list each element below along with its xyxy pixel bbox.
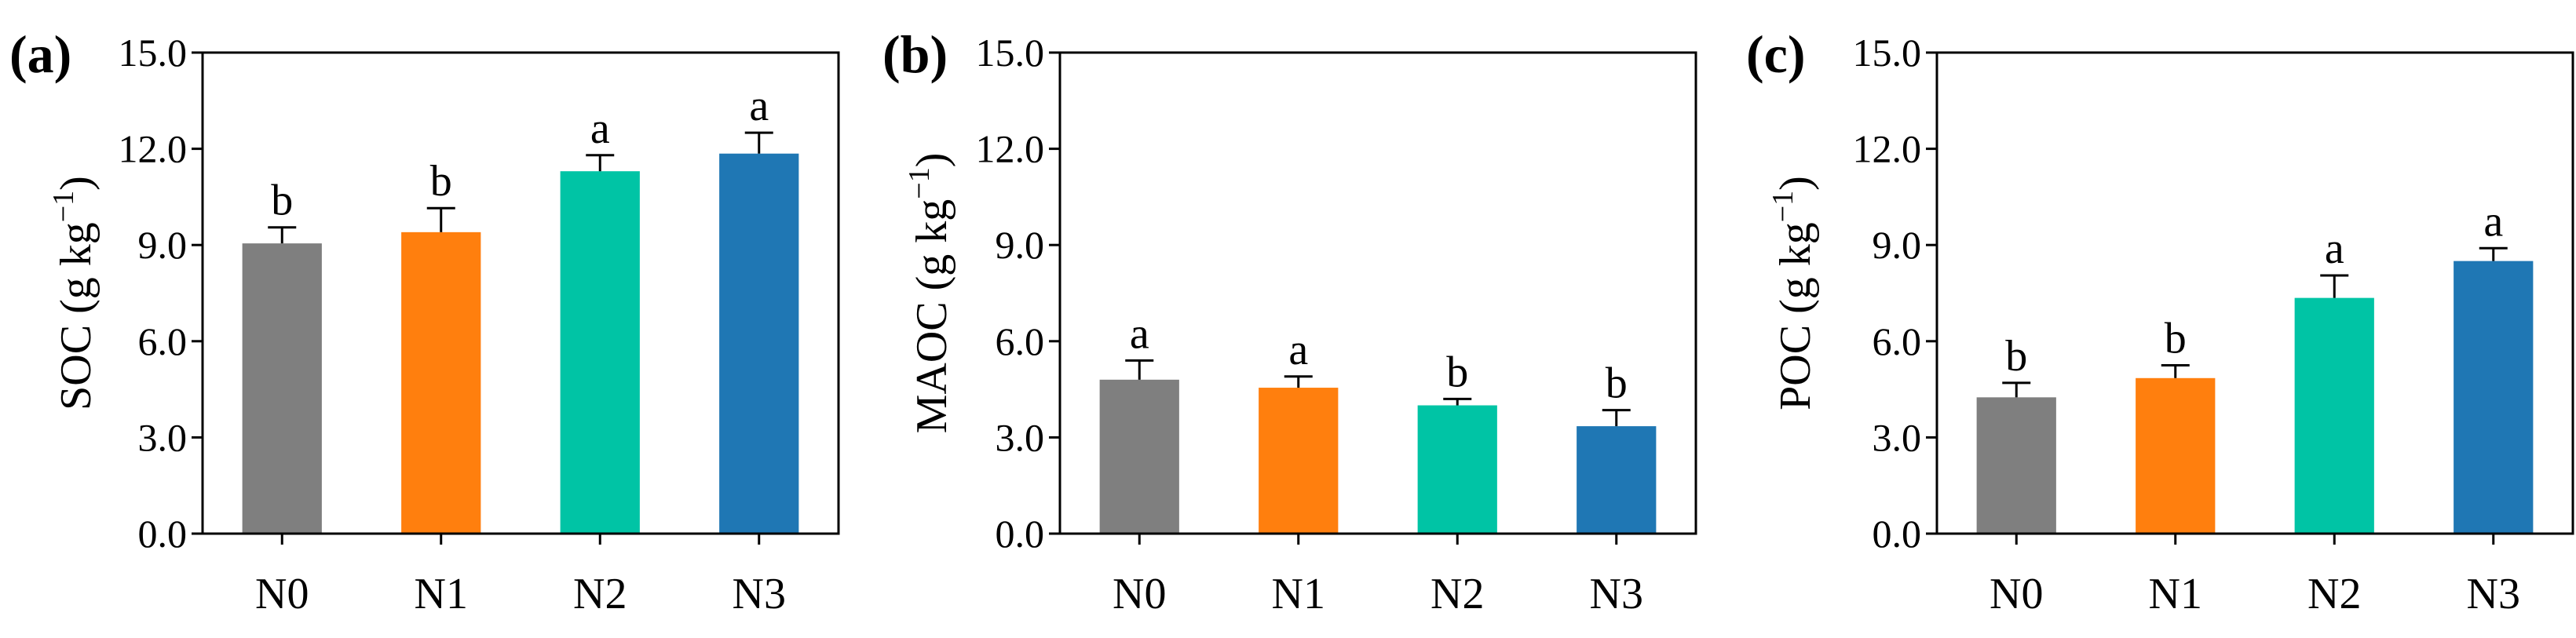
chart-panel-1: (a) 0.0 3.0 6.0 9.0 12.0 15.0 b N0 b N1 a N2 a N3 SOC (… (9, 24, 840, 618)
significance-label: b (1446, 348, 1468, 396)
significance-label: b (2005, 332, 2027, 381)
y-tick-label: 15.0 (119, 31, 188, 75)
significance-label: b (2165, 314, 2187, 363)
y-tick-label: 0.0 (996, 512, 1045, 556)
significance-label: b (430, 157, 452, 206)
x-tick-label: N3 (733, 570, 786, 618)
bar-n0 (1976, 397, 2056, 534)
y-axis-title: POC (g kg−1) (1767, 176, 1820, 410)
x-tick-label: N3 (1590, 570, 1643, 618)
significance-label: a (1288, 326, 1308, 374)
significance-label: a (2325, 224, 2344, 273)
y-axis-title-text: SOC (g kg (52, 222, 100, 410)
chart-panel-3: (c) 0.0 3.0 6.0 9.0 12.0 15.0 b N0 b N1 a N2 a N3 POC (… (1746, 24, 2574, 618)
y-tick-label: 15.0 (976, 31, 1045, 75)
y-tick-label: 3.0 (1873, 415, 1922, 459)
y-tick-label: 9.0 (996, 223, 1045, 267)
bar-n0 (242, 243, 322, 534)
significance-label: a (2483, 197, 2503, 246)
bar-n2 (560, 171, 640, 534)
panel-label: (c) (1746, 24, 1805, 84)
bar-n1 (401, 232, 481, 534)
significance-label: a (749, 82, 769, 130)
x-tick-label: N2 (1431, 570, 1484, 618)
y-axis-title-superscript: −1 (47, 191, 80, 222)
panel-label: (a) (9, 24, 71, 84)
bar-n1 (2136, 377, 2216, 534)
x-tick-label: N1 (1272, 570, 1325, 618)
panel-label: (b) (882, 24, 948, 84)
x-tick-label: N0 (255, 570, 309, 618)
y-tick-label: 12.0 (1853, 127, 1922, 171)
y-tick-label: 6.0 (996, 319, 1045, 363)
y-axis-title-end: ) (52, 176, 100, 191)
bar-n1 (1259, 388, 1339, 534)
y-tick-label: 9.0 (1873, 223, 1922, 267)
significance-label: b (271, 177, 293, 225)
y-tick-label: 6.0 (138, 319, 188, 363)
y-tick-label: 15.0 (1853, 31, 1922, 75)
y-axis-title-superscript: −1 (903, 167, 936, 199)
y-axis-title-end: ) (908, 153, 956, 168)
y-tick-label: 0.0 (138, 512, 188, 556)
y-tick-label: 12.0 (976, 127, 1045, 171)
bar-n3 (1577, 426, 1657, 534)
y-tick-label: 6.0 (1873, 319, 1922, 363)
y-axis-title-text: POC (g kg (1771, 222, 1820, 410)
y-axis-title: MAOC (g kg−1) (903, 153, 956, 434)
y-axis-title-superscript: −1 (1767, 191, 1800, 222)
bar-n3 (719, 153, 799, 534)
plot-frame (1058, 51, 1697, 535)
y-tick-label: 9.0 (138, 223, 188, 267)
y-tick-label: 12.0 (119, 127, 188, 171)
x-tick-label: N0 (1990, 570, 2043, 618)
plot-frame (1935, 51, 2574, 535)
x-tick-label: N1 (415, 570, 468, 618)
chart-panel-2: (b) 0.0 3.0 6.0 9.0 12.0 15.0 a N0 a N1 b N2 b N3 MAOC … (882, 24, 1697, 618)
bar-n2 (1417, 405, 1497, 534)
x-tick-label: N1 (2149, 570, 2202, 618)
y-tick-label: 3.0 (996, 415, 1045, 459)
x-tick-label: N3 (2467, 570, 2520, 618)
bar-n3 (2454, 261, 2534, 534)
y-axis-title-end: ) (1771, 176, 1820, 191)
y-axis-title-text: MAOC (g kg (908, 199, 956, 434)
plot-frame (201, 51, 840, 535)
bar-n0 (1099, 379, 1179, 534)
significance-label: a (590, 104, 610, 153)
x-tick-label: N2 (2307, 570, 2361, 618)
y-tick-label: 0.0 (1873, 512, 1922, 556)
y-axis-title: SOC (g kg−1) (47, 176, 100, 410)
significance-label: b (1606, 359, 1628, 408)
x-tick-label: N0 (1113, 570, 1166, 618)
y-tick-label: 3.0 (138, 415, 188, 459)
bar-n2 (2294, 297, 2374, 534)
x-tick-label: N2 (573, 570, 627, 618)
significance-label: a (1130, 309, 1149, 358)
